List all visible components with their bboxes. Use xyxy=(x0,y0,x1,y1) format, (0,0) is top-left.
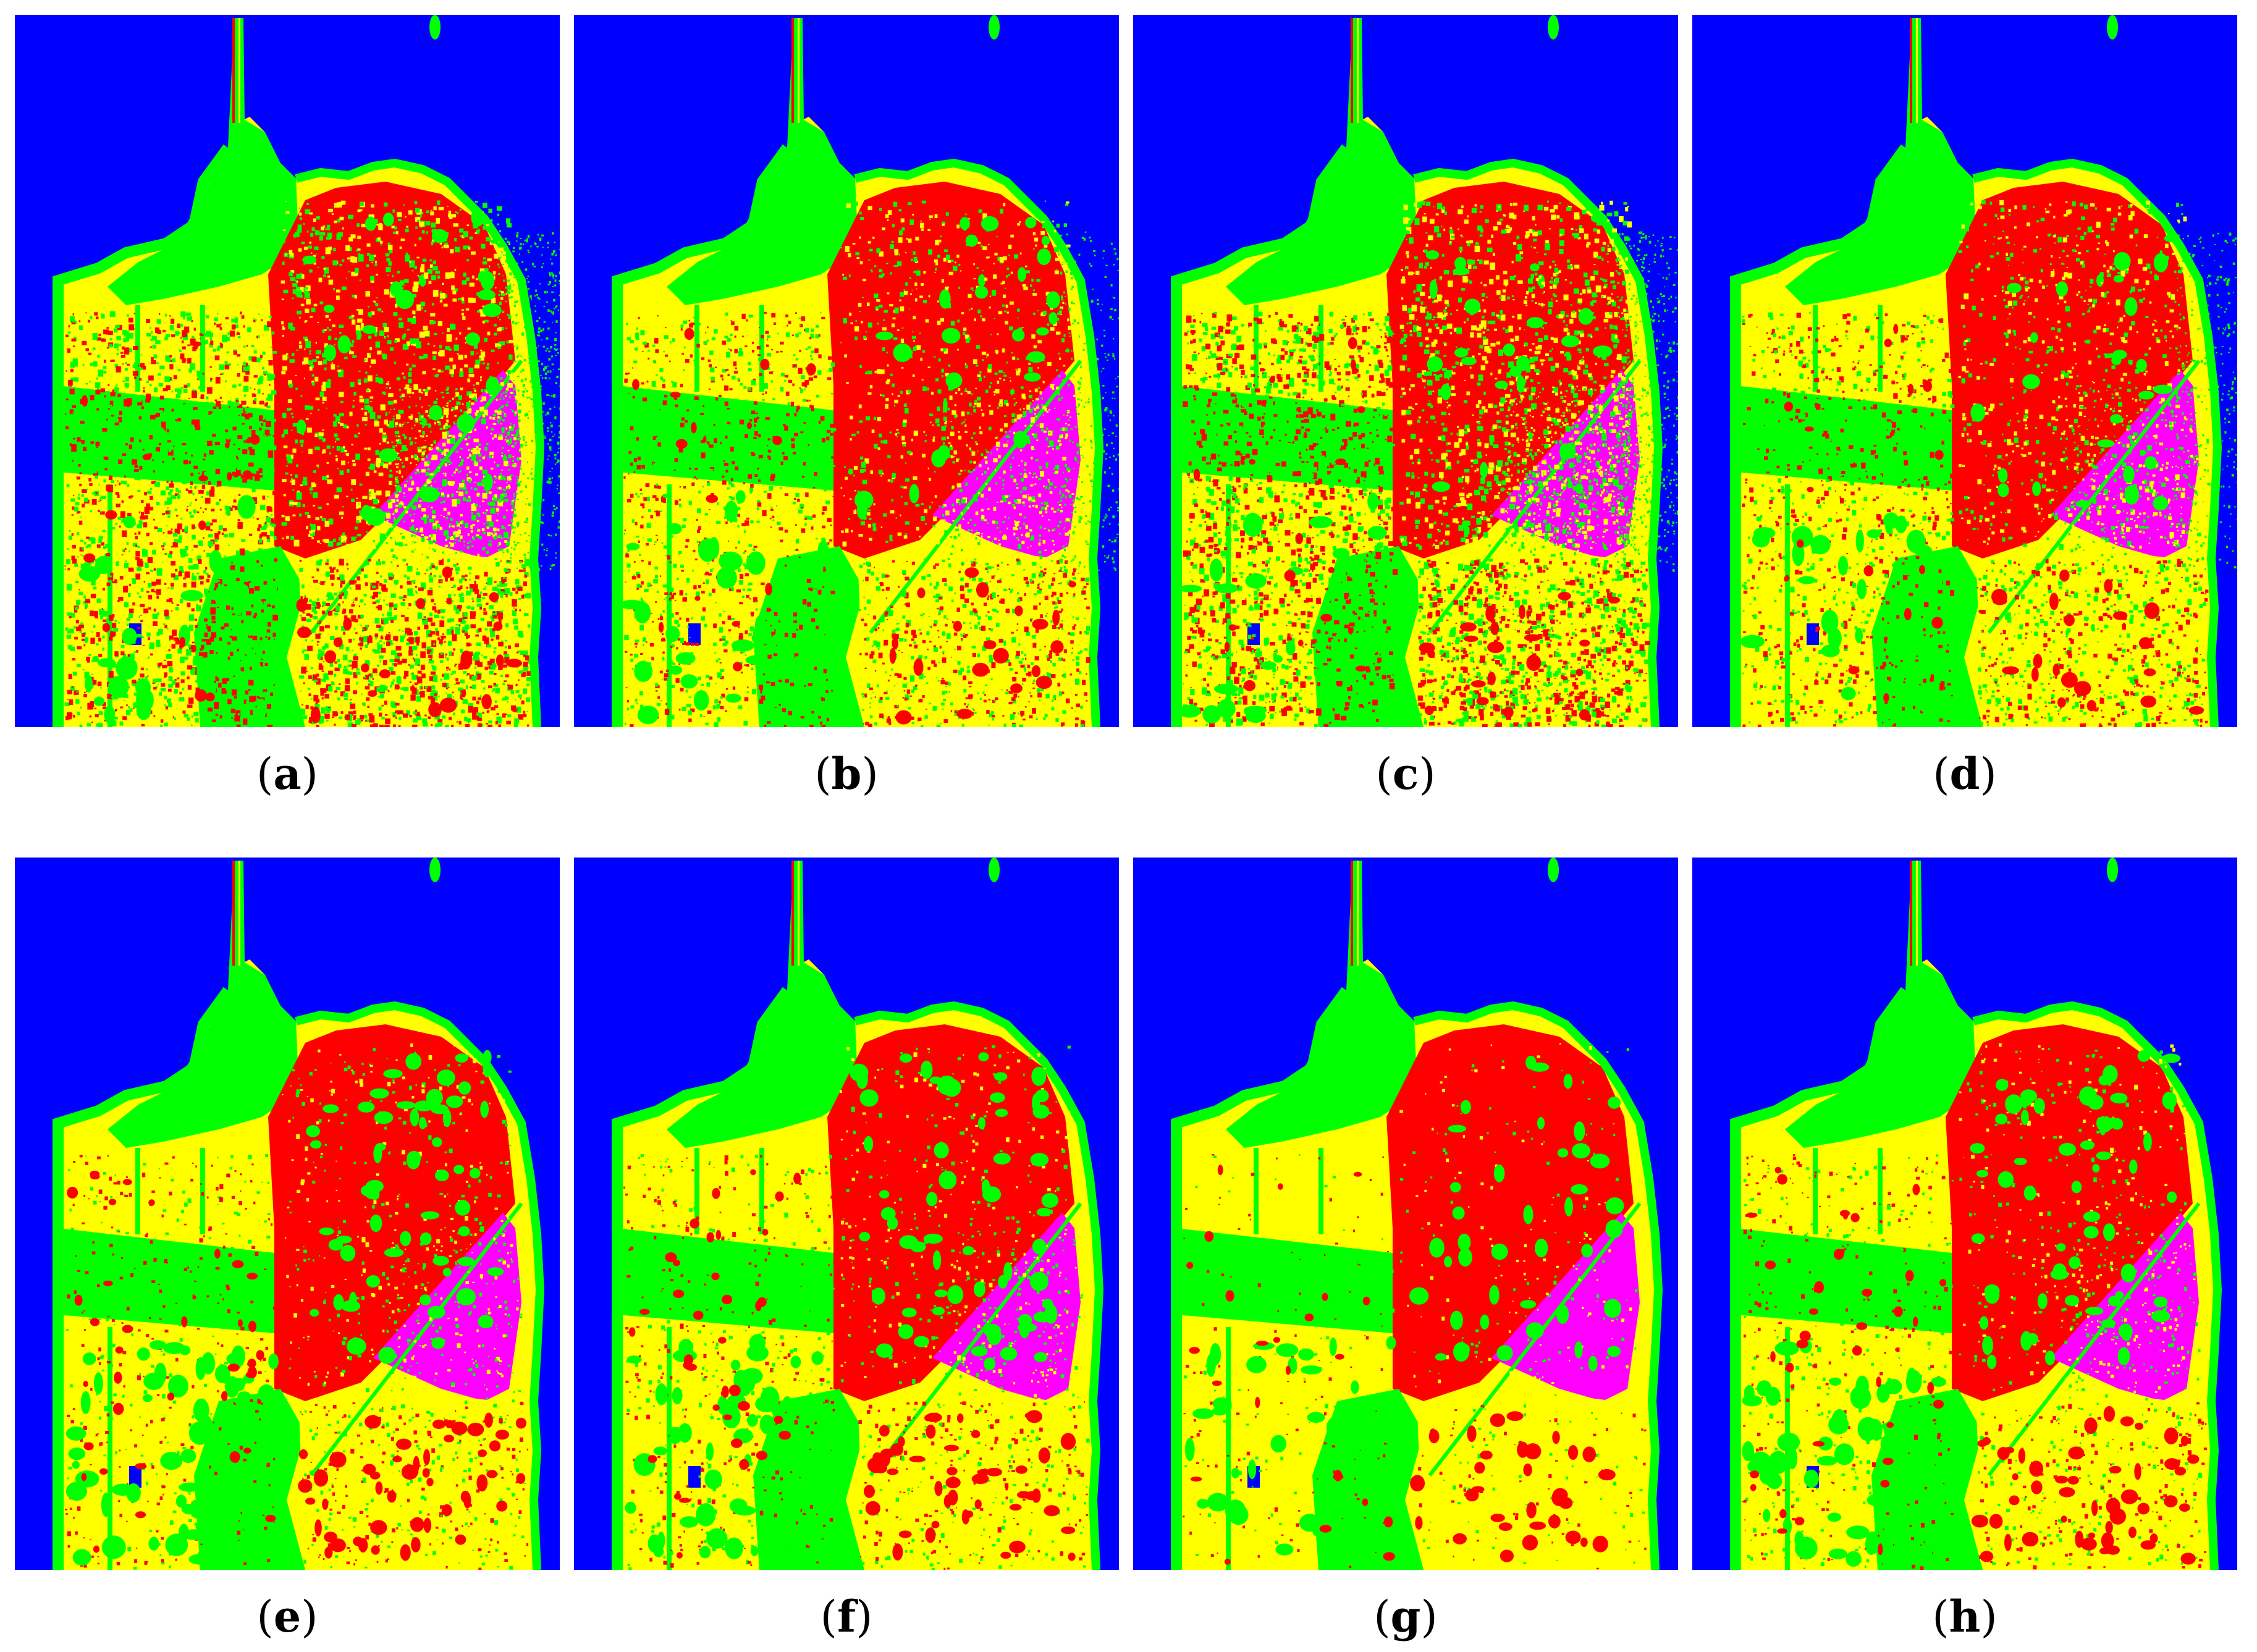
map-image xyxy=(574,858,1119,1570)
classification-map-b xyxy=(574,15,1119,727)
classification-map-h xyxy=(1692,858,2237,1570)
classification-map-g xyxy=(1133,858,1678,1570)
map-image xyxy=(15,858,560,1570)
caption-h: (h) xyxy=(1692,1595,2237,1639)
caption-a: (a) xyxy=(15,752,560,796)
caption-c: (c) xyxy=(1133,752,1678,796)
classification-map-f xyxy=(574,858,1119,1570)
classification-map-a xyxy=(15,15,560,727)
classification-map-d xyxy=(1692,15,2237,727)
map-image xyxy=(574,15,1119,727)
map-image xyxy=(1133,858,1678,1570)
map-image xyxy=(1692,15,2237,727)
classification-map-e xyxy=(15,858,560,1570)
caption-b: (b) xyxy=(574,752,1119,796)
caption-e: (e) xyxy=(15,1595,560,1639)
map-image xyxy=(15,15,560,727)
caption-f: (f) xyxy=(574,1595,1119,1639)
caption-d: (d) xyxy=(1692,752,2237,796)
map-image xyxy=(1692,858,2237,1570)
classification-map-c xyxy=(1133,15,1678,727)
caption-g: (g) xyxy=(1133,1595,1678,1639)
map-image xyxy=(1133,15,1678,727)
